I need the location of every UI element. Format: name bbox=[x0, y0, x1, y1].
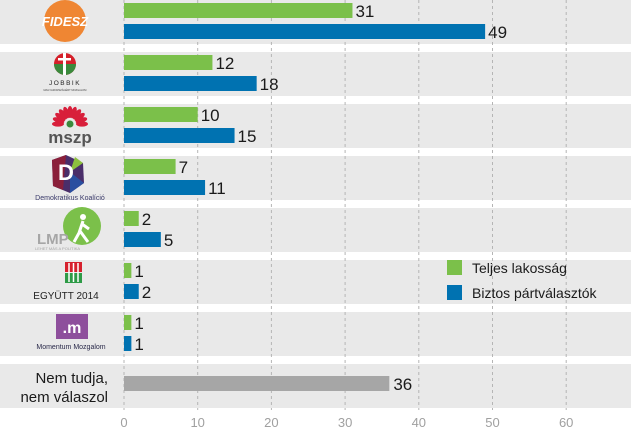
bar-biztos bbox=[124, 24, 486, 39]
mszp-logo-text: mszp bbox=[48, 128, 91, 147]
bar-biztos bbox=[124, 128, 235, 143]
data-label: 36 bbox=[393, 375, 412, 394]
bar-biztos bbox=[124, 180, 206, 195]
row-background bbox=[0, 260, 631, 304]
data-label: 12 bbox=[215, 54, 234, 73]
fidesz-logo: FIDESZ bbox=[42, 0, 89, 42]
bar-teljes bbox=[124, 107, 198, 122]
legend-swatch-biztos bbox=[447, 285, 462, 300]
data-label: 10 bbox=[201, 106, 220, 125]
row-background bbox=[0, 52, 631, 96]
dk-logo: D Demokratikus Koalíció bbox=[35, 155, 105, 202]
momentum-logo-mark: .m bbox=[63, 320, 82, 337]
mszp-petal bbox=[76, 121, 88, 127]
data-label: 11 bbox=[208, 179, 226, 198]
data-label: 1 bbox=[134, 314, 143, 333]
bar-biztos bbox=[124, 76, 257, 91]
fidesz-logo-text: FIDESZ bbox=[42, 14, 89, 29]
legend-label-teljes: Teljes lakosság bbox=[472, 260, 567, 276]
jobbik-logo: JOBBIK MAGYARORSZÁGÉRT MOZGALOM bbox=[44, 53, 87, 92]
bar-teljes bbox=[124, 263, 132, 278]
x-tick-label: 30 bbox=[338, 415, 352, 430]
undecided-label-line2: nem válaszol bbox=[20, 389, 108, 406]
row-background bbox=[0, 104, 631, 148]
bar-biztos bbox=[124, 284, 139, 299]
legend-label-biztos: Biztos pártválasztók bbox=[472, 285, 597, 301]
momentum-logo-text: Momentum Mozgalom bbox=[36, 344, 105, 351]
x-tick-label: 50 bbox=[485, 415, 499, 430]
mszp-petal bbox=[72, 109, 82, 120]
mszp-logo: mszp bbox=[48, 106, 92, 147]
data-label: 31 bbox=[355, 2, 374, 21]
mszp-petal bbox=[74, 112, 85, 122]
x-tick-label: 10 bbox=[190, 415, 204, 430]
bar-teljes bbox=[124, 315, 132, 330]
x-tick-label: 60 bbox=[559, 415, 573, 430]
data-label: 2 bbox=[142, 210, 151, 229]
lmp-logo: LMP LEHET MÁS A POLITIKA bbox=[35, 207, 101, 251]
row-background bbox=[0, 208, 631, 252]
mszp-petal bbox=[55, 112, 66, 122]
momentum-logo: .m Momentum Mozgalom bbox=[36, 314, 106, 351]
mszp-petal bbox=[58, 109, 68, 120]
bar-teljes bbox=[124, 159, 176, 174]
x-tick-label: 20 bbox=[264, 415, 278, 430]
data-label: 2 bbox=[142, 283, 151, 302]
undecided-label: Nem tudja, nem válaszol bbox=[20, 370, 108, 406]
lmp-logo-text: LMP bbox=[37, 231, 69, 248]
row-background bbox=[0, 312, 631, 356]
bar-undecided bbox=[124, 376, 390, 391]
x-tick-label: 40 bbox=[412, 415, 426, 430]
lmp-logo-subtext: LEHET MÁS A POLITIKA bbox=[35, 246, 80, 251]
data-label: 49 bbox=[488, 23, 507, 42]
dk-logo-text: Demokratikus Koalíció bbox=[35, 195, 105, 202]
data-label: 5 bbox=[164, 231, 173, 250]
egyutt-logo-text: EGYÜTT 2014 bbox=[33, 290, 99, 302]
bar-biztos bbox=[124, 336, 132, 351]
data-label: 18 bbox=[260, 75, 279, 94]
row-background bbox=[0, 156, 631, 200]
legend: Teljes lakosság Biztos pártválasztók bbox=[447, 260, 597, 301]
bar-teljes bbox=[124, 55, 213, 70]
data-label: 1 bbox=[134, 262, 143, 281]
egyutt-logo: EGYÜTT 2014 bbox=[33, 262, 99, 302]
jobbik-logo-subtext: MAGYARORSZÁGÉRT MOZGALOM bbox=[44, 87, 87, 92]
data-label: 7 bbox=[179, 158, 188, 177]
legend-swatch-teljes bbox=[447, 260, 462, 275]
undecided-label-line1: Nem tudja, bbox=[35, 370, 108, 387]
jobbik-logo-text: JOBBIK bbox=[49, 80, 81, 87]
bar-teljes bbox=[124, 211, 139, 226]
x-tick-label: 0 bbox=[120, 415, 127, 430]
svg-text:D: D bbox=[58, 160, 74, 185]
data-label: 15 bbox=[238, 127, 257, 146]
data-label: 1 bbox=[134, 335, 143, 354]
bar-teljes bbox=[124, 3, 353, 18]
bar-biztos bbox=[124, 232, 161, 247]
